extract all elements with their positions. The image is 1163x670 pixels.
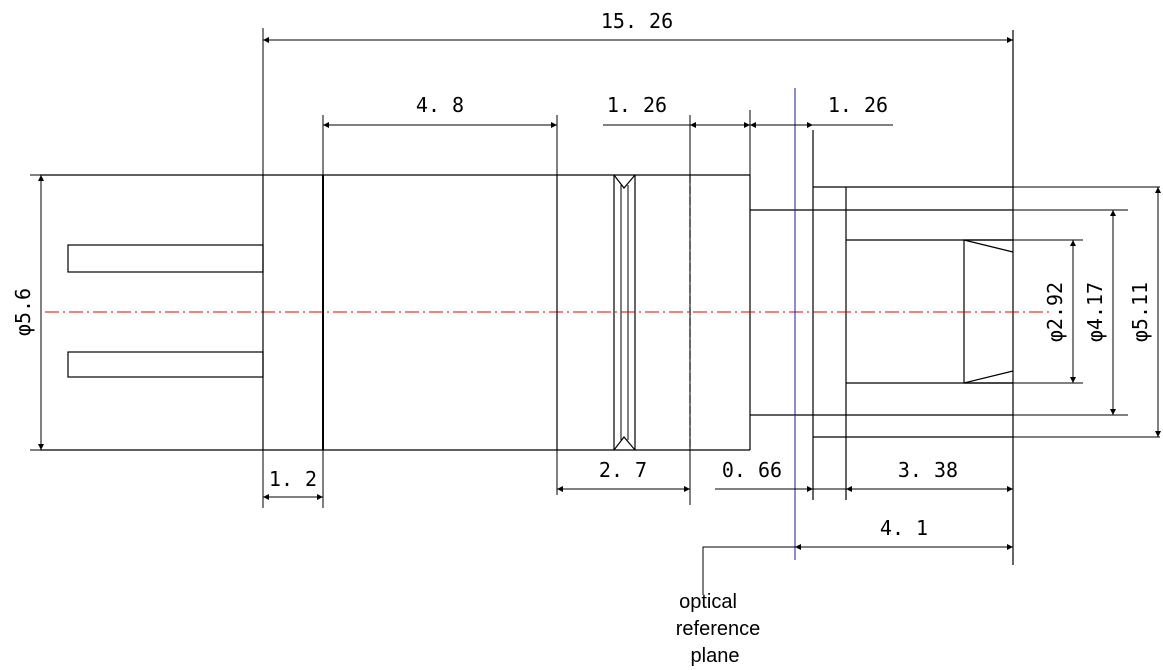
dim-groove-width: 1. 26	[607, 93, 667, 117]
dim-plane-offset: 0. 66	[722, 458, 782, 482]
dim-inner-diameter-large: φ5.11	[1128, 282, 1152, 342]
dim-inner-diameter-mid: φ4.17	[1083, 282, 1107, 342]
pins	[67, 244, 264, 378]
extension-lines	[30, 28, 1160, 508]
dimension-lines	[38, 37, 1161, 550]
dim-pin-offset: 1. 2	[269, 467, 317, 491]
pin-lower	[67, 351, 264, 378]
dim-rear-section: 2. 7	[599, 458, 647, 482]
dim-overall-length: 15. 26	[601, 9, 673, 33]
dim-flange-width: 1. 26	[828, 93, 888, 117]
dim-plane-to-end: 4. 1	[880, 516, 928, 540]
dim-body-length: 4. 8	[416, 93, 464, 117]
dim-lens-depth: 3. 38	[898, 458, 958, 482]
callout-line-1: optical	[679, 591, 737, 613]
callout-line-3: plane	[691, 645, 740, 667]
callout-leader	[702, 546, 795, 595]
callout-line-2: reference	[676, 618, 761, 640]
dim-inner-diameter-small: φ2.92	[1043, 282, 1067, 342]
pin-upper	[67, 244, 264, 273]
dim-outer-diameter: φ5.6	[11, 288, 35, 336]
